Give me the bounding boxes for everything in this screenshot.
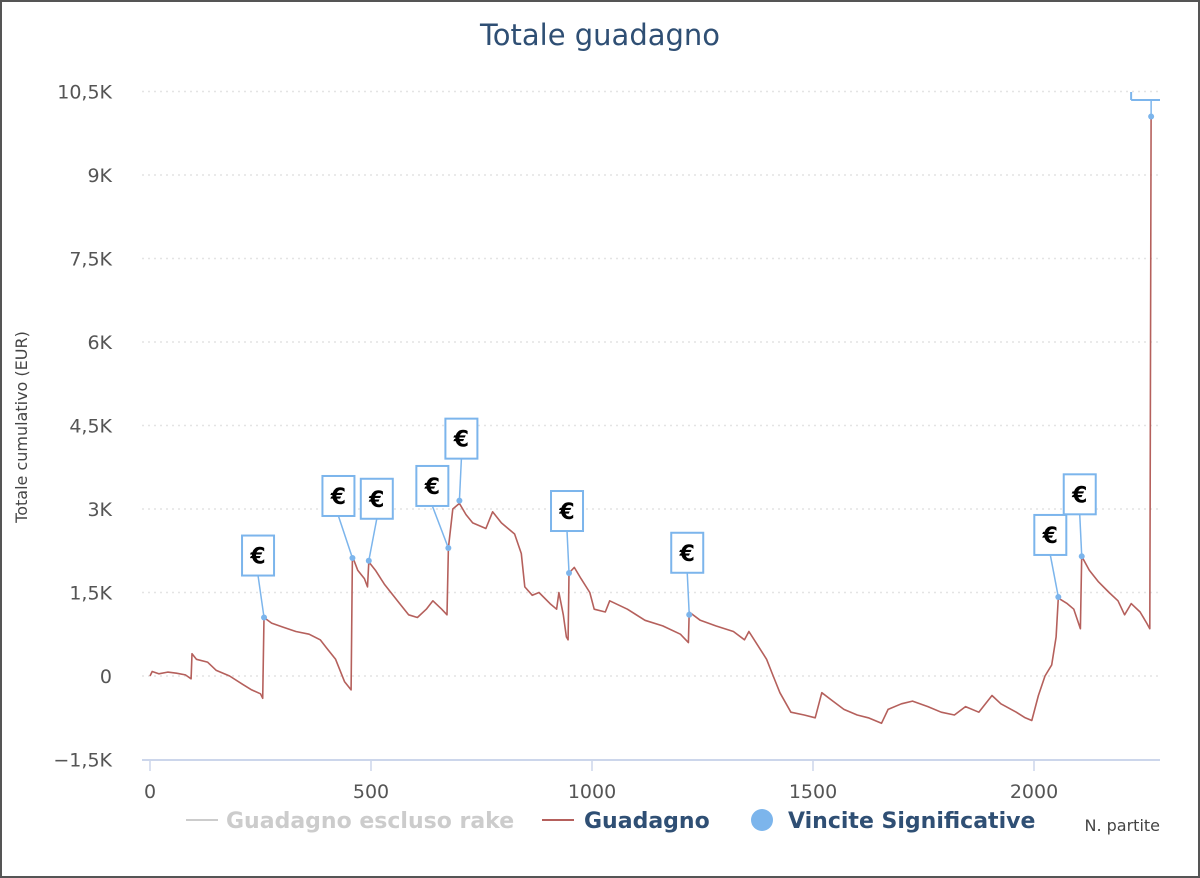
significant-win-point[interactable] <box>566 570 573 577</box>
y-tick-label: 7,5K <box>69 248 112 270</box>
flag-connector <box>1078 514 1083 557</box>
euro-flag-label: € <box>330 485 346 510</box>
x-axis-label: N. partite <box>1084 816 1160 835</box>
series-layer <box>149 116 1152 725</box>
significant-win-point[interactable] <box>445 544 452 551</box>
y-tick-label: −1,5K <box>53 750 112 772</box>
flag-box[interactable] <box>415 464 450 507</box>
legend: Guadagno escluso rake Guadagno Vincite Sig… <box>186 809 1035 834</box>
legend-item-label[interactable]: Vincite Significative <box>788 809 1035 834</box>
flag-connector <box>458 458 463 501</box>
x-tick-label: 1500 <box>789 781 837 803</box>
flag-box[interactable] <box>241 534 276 577</box>
legend-symbol[interactable] <box>751 809 773 831</box>
chart-title: Totale guadagno <box>479 18 720 52</box>
x-tick-label: 2000 <box>1010 781 1058 803</box>
flag-connector <box>1049 554 1060 598</box>
significant-win-point[interactable] <box>349 554 356 561</box>
flag-box[interactable] <box>359 477 394 520</box>
significant-win-point[interactable] <box>261 614 268 621</box>
flag-box[interactable] <box>321 474 356 517</box>
flag-box[interactable] <box>670 531 705 574</box>
euro-flag-label: € <box>368 488 384 513</box>
flag-connector <box>257 575 265 618</box>
flag-box[interactable] <box>550 490 585 533</box>
flag-box[interactable] <box>1062 473 1097 516</box>
x-tick-label: 0 <box>144 781 156 803</box>
x-tick-label: 1000 <box>568 781 616 803</box>
y-tick-label: 4,5K <box>69 415 112 437</box>
euro-flag-label: € <box>453 428 469 453</box>
euro-flag-label: € <box>424 475 440 500</box>
flag-connector <box>368 518 378 561</box>
significant-win-point[interactable] <box>686 611 693 618</box>
x-tick-label: 500 <box>353 781 389 803</box>
significant-win-point[interactable] <box>1148 113 1155 120</box>
euro-flag-label: € <box>249 545 265 570</box>
series-line-guadagno <box>149 116 1152 725</box>
marker-layer: € € € € € € € € € <box>241 92 1160 621</box>
y-tick-label: 10,5K <box>57 81 112 103</box>
y-axis-label: Totale cumulativo (EUR) <box>12 331 31 524</box>
legend-item-label[interactable]: Guadagno <box>584 809 710 834</box>
legend-item-label[interactable]: Guadagno escluso rake <box>226 809 514 834</box>
significant-win-point[interactable] <box>365 557 372 564</box>
euro-flag-label: € <box>1071 483 1087 508</box>
significant-win-point[interactable] <box>1055 593 1062 600</box>
flag-connector <box>686 572 690 615</box>
significant-win-point[interactable] <box>1078 553 1085 560</box>
y-tick-label: 9K <box>87 165 112 187</box>
euro-flag-label: € <box>558 500 574 525</box>
euro-flag-label: € <box>679 542 695 567</box>
flag-connector <box>337 515 354 559</box>
euro-flag-label: € <box>1042 524 1058 549</box>
flag-box[interactable] <box>1033 513 1068 556</box>
flag-connector <box>431 505 450 549</box>
y-tick-label: 0 <box>100 666 112 688</box>
y-tick-label: 3K <box>87 499 112 521</box>
y-tick-label: 6K <box>87 332 112 354</box>
significant-win-point[interactable] <box>456 497 463 504</box>
x-axis-ticks: 0 500 1000 1500 2000 <box>144 760 1058 803</box>
flag-connector <box>566 530 570 574</box>
y-tick-label: 1,5K <box>69 582 112 604</box>
grid-lines <box>142 90 1160 677</box>
flag-box[interactable] <box>444 417 479 460</box>
y-axis-ticks: −1,5K 0 1,5K 3K 4,5K 6K 7,5K 9K 10,5K <box>53 81 112 771</box>
